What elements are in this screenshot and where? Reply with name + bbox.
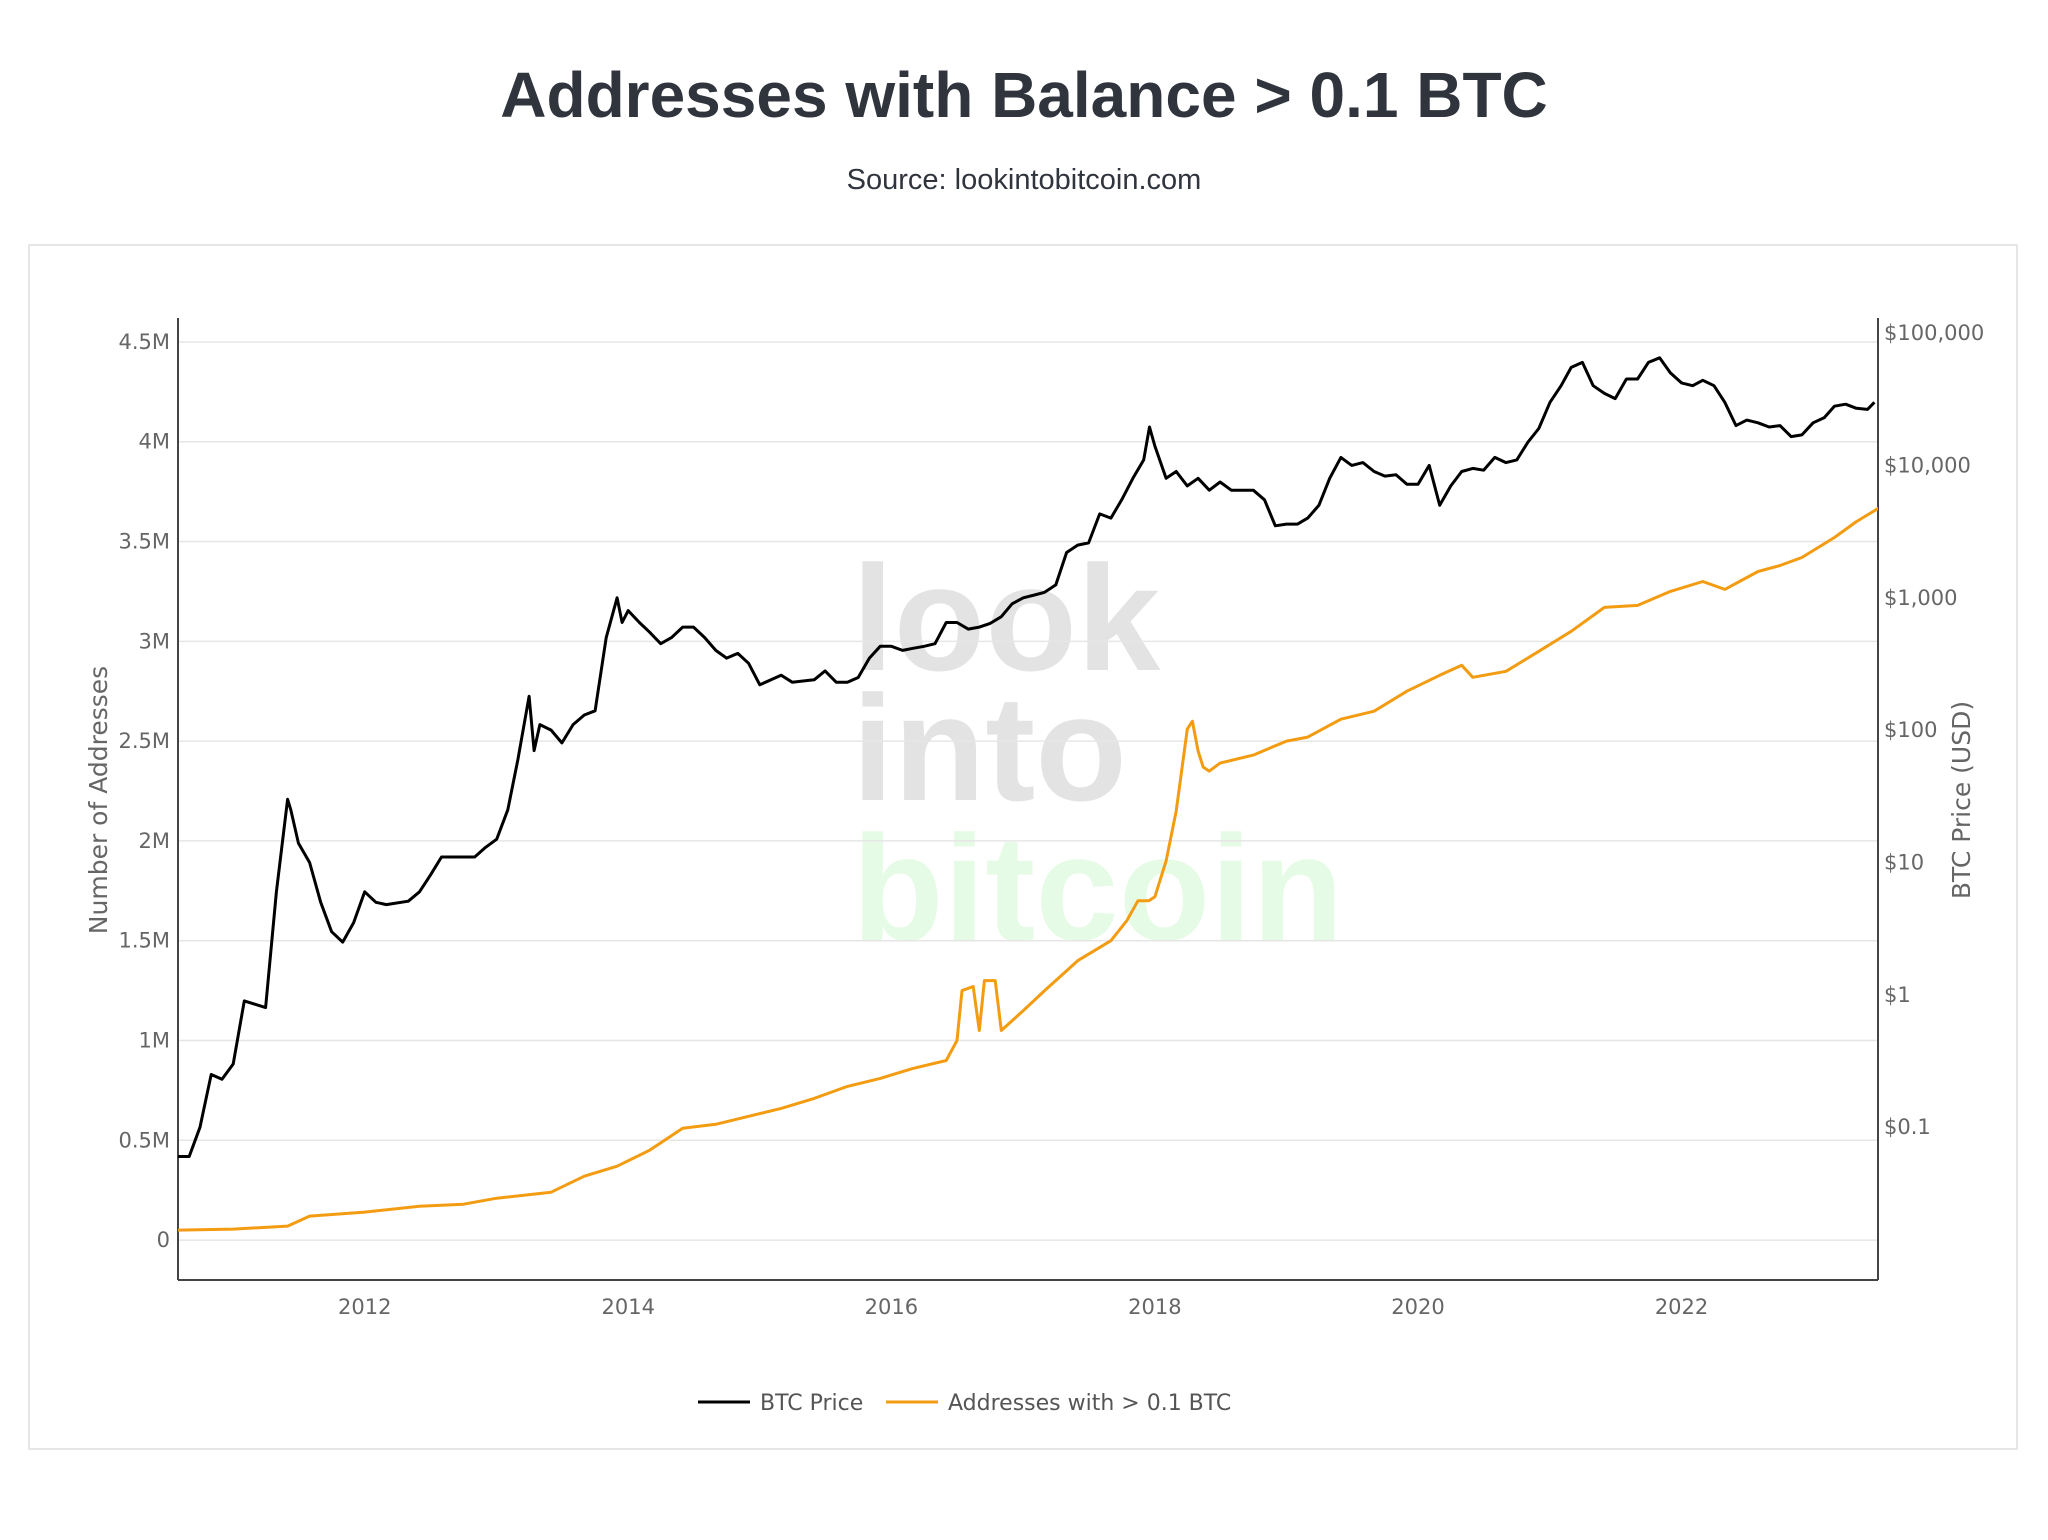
- left-tick-label: 4.5M: [118, 330, 170, 354]
- series-line-addresses: [178, 506, 1878, 1232]
- x-tick-label: 2018: [1128, 1295, 1181, 1319]
- watermark-look: look: [852, 534, 1161, 702]
- right-tick-label: $10: [1884, 850, 1924, 874]
- watermark: look into bitcoin: [852, 534, 1344, 972]
- left-tick-label: 0: [157, 1228, 170, 1252]
- series-line-btc-price: [178, 356, 1876, 1158]
- x-tick-label: 2012: [338, 1295, 391, 1319]
- left-tick-label: 2M: [139, 829, 170, 853]
- left-tick-label: 2.5M: [118, 729, 170, 753]
- gridlines: [178, 341, 1878, 1241]
- right-axis-ticks: $0.1 $1 $10 $100 $1,000 $10,000 $100,000: [1884, 321, 1984, 1139]
- left-tick-label: 3.5M: [118, 530, 170, 554]
- axes: [177, 318, 1879, 1281]
- right-tick-label: $100,000: [1884, 321, 1984, 345]
- left-tick-label: 3M: [139, 629, 170, 653]
- x-axis-ticks: 2012 2014 2016 2018 2020 2022: [338, 1295, 1708, 1319]
- x-tick-label: 2022: [1655, 1295, 1708, 1319]
- watermark-bitcoin: bitcoin: [852, 804, 1344, 972]
- legend-label-price[interactable]: BTC Price: [760, 1391, 863, 1416]
- x-tick-label: 2016: [865, 1295, 918, 1319]
- x-tick-label: 2014: [602, 1295, 655, 1319]
- left-axis-ticks: 0 0.5M 1M 1.5M 2M 2.5M 3M 3.5M 4M 4.5M: [118, 330, 170, 1252]
- left-tick-label: 4M: [139, 430, 170, 454]
- right-axis-title: BTC Price (USD): [1947, 701, 1976, 899]
- legend-label-addresses[interactable]: Addresses with > 0.1 BTC: [948, 1391, 1231, 1416]
- x-tick-label: 2020: [1391, 1295, 1444, 1319]
- legend: BTC Price Addresses with > 0.1 BTC: [698, 1391, 1231, 1416]
- chart-subtitle: Source: lookintobitcoin.com: [846, 164, 1202, 196]
- left-tick-label: 1M: [139, 1028, 170, 1052]
- left-tick-label: 0.5M: [118, 1128, 170, 1152]
- left-tick-label: 1.5M: [118, 929, 170, 953]
- right-tick-label: $100: [1884, 718, 1937, 742]
- right-tick-label: $10,000: [1884, 453, 1971, 477]
- chart-title: Addresses with Balance > 0.1 BTC: [500, 59, 1548, 131]
- right-tick-label: $1: [1884, 983, 1911, 1007]
- watermark-into: into: [852, 664, 1127, 832]
- left-axis-title: Number of Addresses: [84, 666, 113, 934]
- series-group: [178, 356, 1878, 1232]
- right-tick-label: $0.1: [1884, 1115, 1931, 1139]
- right-tick-label: $1,000: [1884, 586, 1957, 610]
- chart-frame: [28, 244, 2018, 1450]
